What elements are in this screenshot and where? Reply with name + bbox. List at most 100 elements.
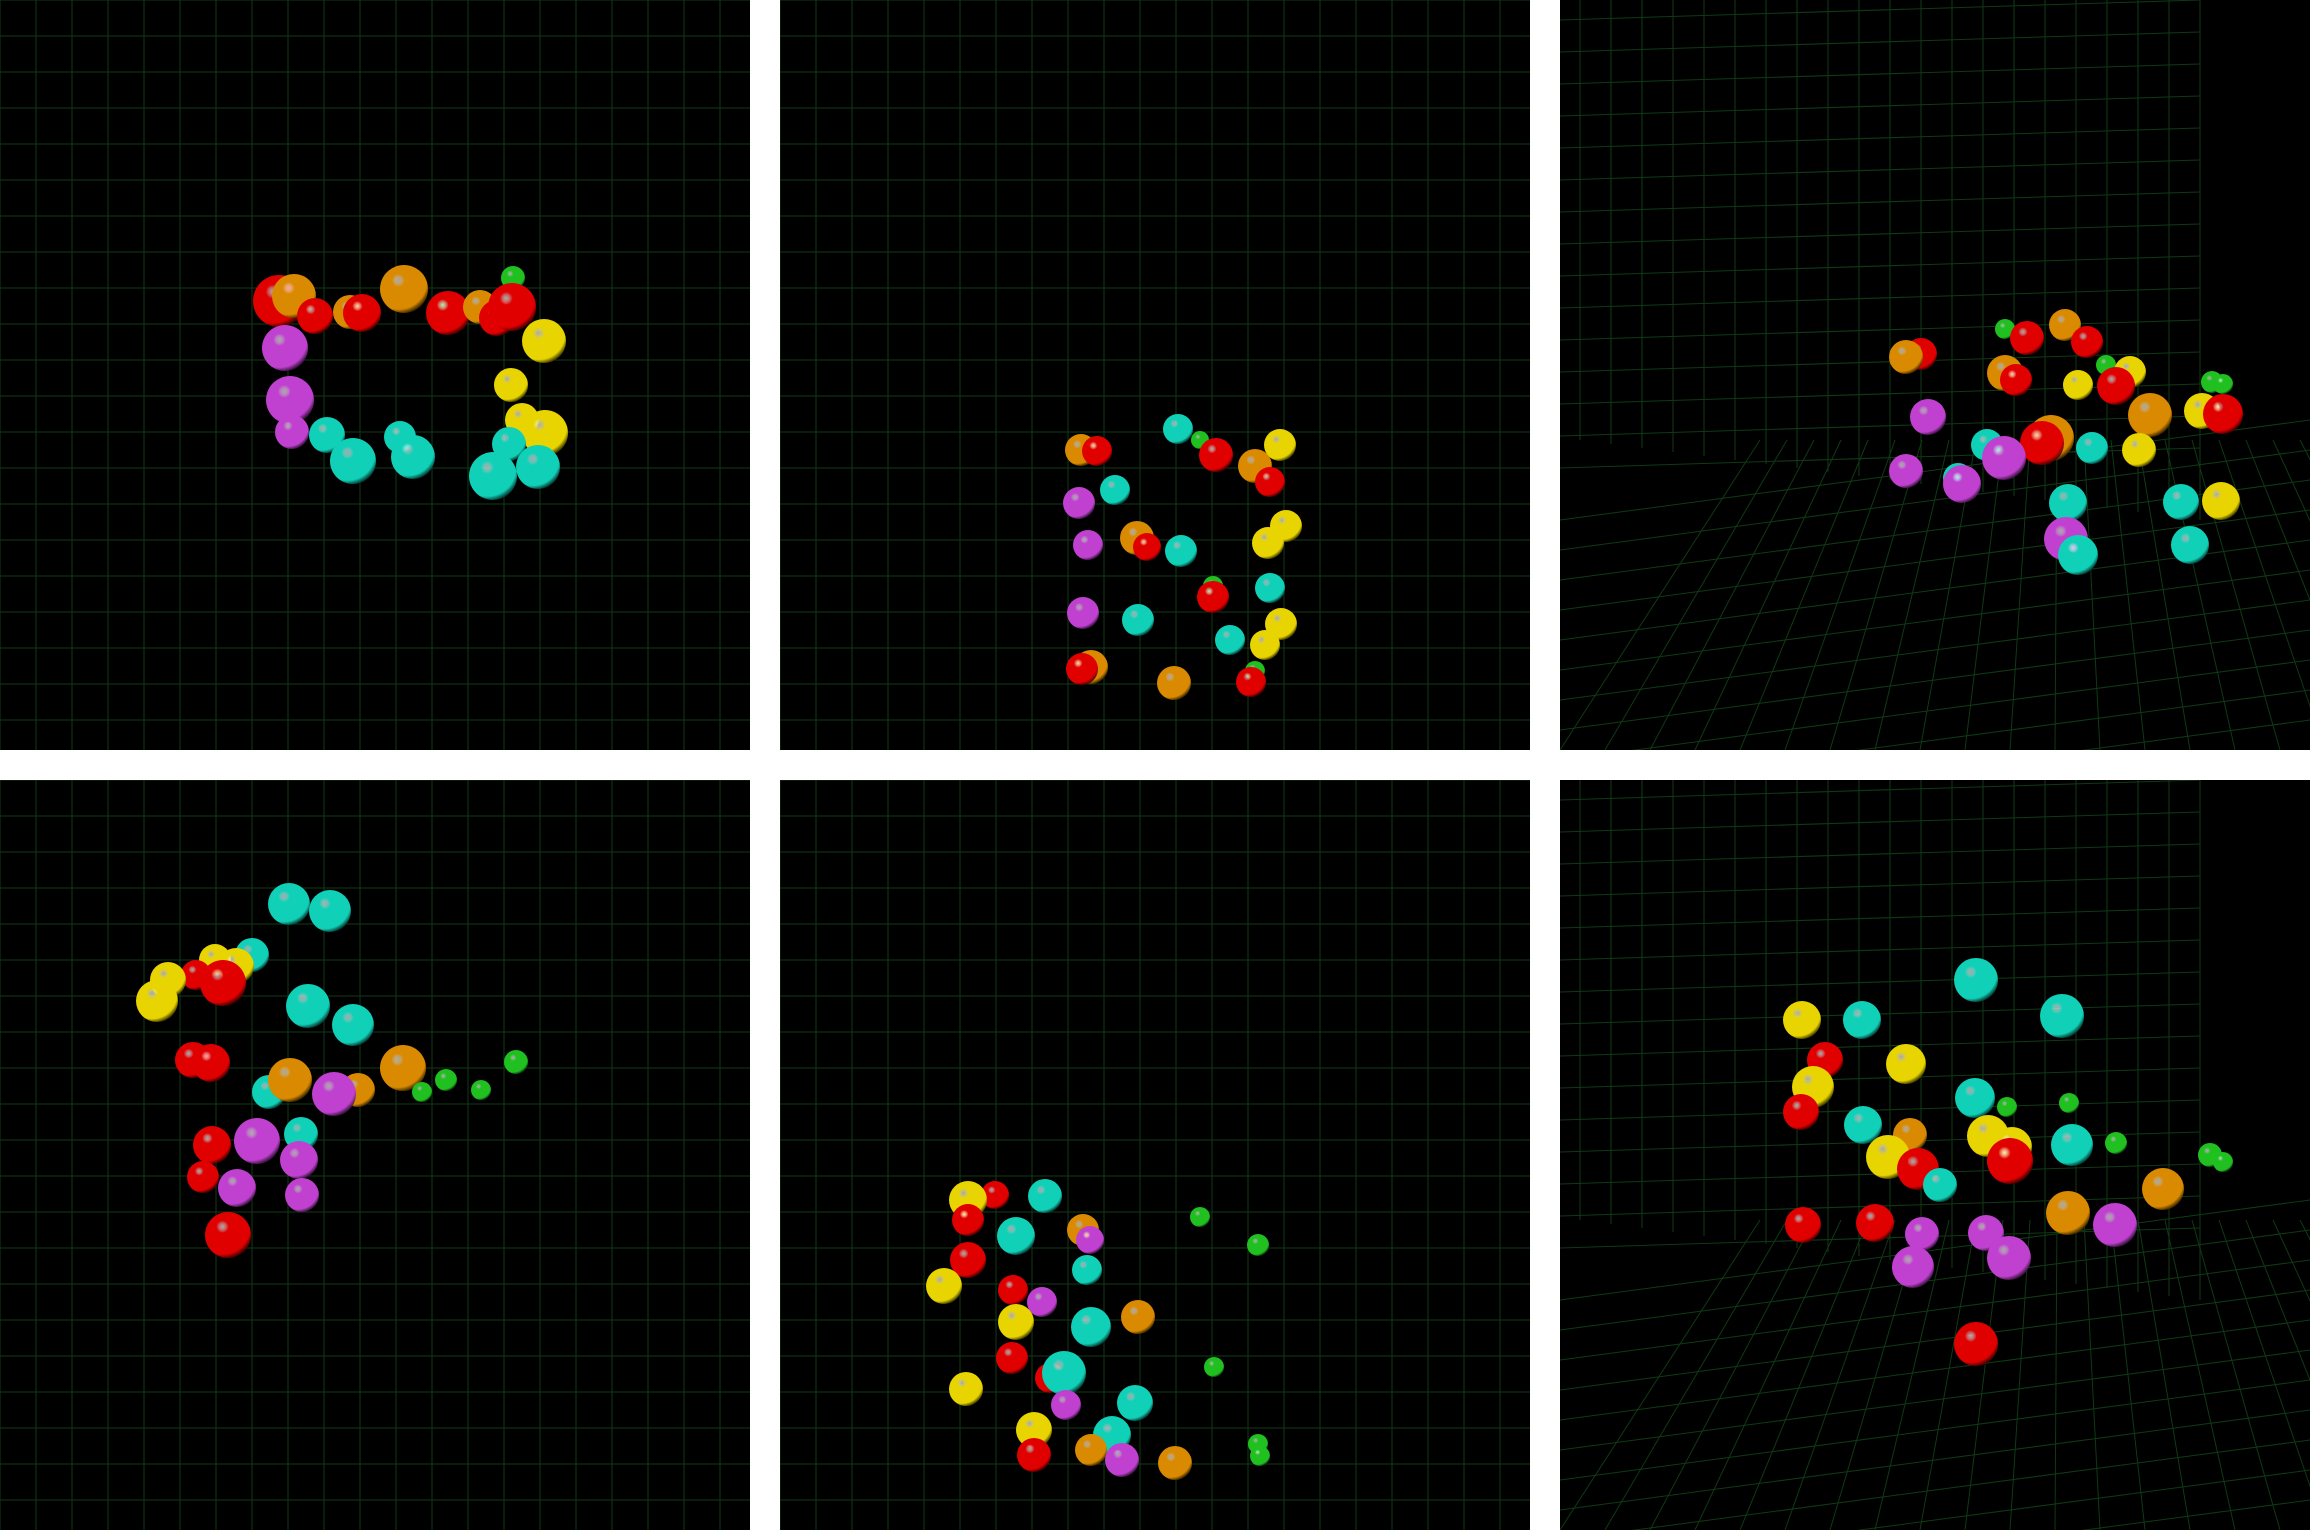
orange-sphere [1075, 1434, 1107, 1466]
cyan-sphere [286, 984, 330, 1028]
spheres [253, 265, 568, 500]
cyan-sphere [330, 438, 376, 484]
render-view-1 [0, 0, 750, 750]
red-sphere [297, 298, 333, 334]
red-sphere [1133, 533, 1161, 561]
spheres [1063, 414, 1302, 700]
red-sphere [981, 1181, 1009, 1209]
red-sphere [1255, 467, 1285, 497]
red-sphere [1017, 1438, 1051, 1472]
yellow-sphere [2202, 482, 2240, 520]
grid-lines [0, 0, 750, 750]
cyan-sphere [309, 417, 345, 453]
cyan-sphere [2163, 484, 2199, 520]
yellow-sphere [522, 319, 566, 363]
magenta-sphere [262, 325, 308, 371]
cyan-sphere [2049, 484, 2087, 522]
orange-sphere [1121, 1300, 1155, 1334]
spheres [1889, 309, 2243, 575]
scene-4 [0, 780, 750, 1530]
yellow-sphere [1264, 429, 1296, 461]
magenta-sphere [275, 415, 309, 449]
magenta-sphere [1910, 399, 1946, 435]
cyan-sphere [2076, 432, 2108, 464]
magenta-sphere [218, 1169, 256, 1207]
red-sphere [193, 1126, 231, 1164]
grid-lines [1560, 780, 2310, 1530]
magenta-sphere [1943, 465, 1981, 503]
red-sphere [200, 960, 246, 1006]
green-sphere [2213, 374, 2233, 394]
scene-5 [780, 780, 1530, 1530]
yellow-sphere [949, 1372, 983, 1406]
render-view-6 [1560, 780, 2310, 1530]
spheres [926, 1179, 1270, 1480]
cyan-sphere [1923, 1168, 1957, 1202]
magenta-sphere [1889, 454, 1923, 488]
cyan-sphere [469, 452, 517, 500]
green-sphere [2059, 1093, 2079, 1113]
scene-3 [1560, 0, 2310, 750]
cyan-sphere [309, 890, 351, 932]
magenta-sphere [1987, 1236, 2031, 1280]
cyan-sphere [2058, 535, 2098, 575]
cyan-sphere [516, 445, 560, 489]
green-sphere [1190, 1207, 1210, 1227]
grid-lines [780, 780, 1530, 1530]
render-view-5 [780, 780, 1530, 1530]
cyan-sphere [1255, 573, 1285, 603]
red-sphere [192, 1044, 230, 1082]
magenta-sphere [1905, 1217, 1939, 1251]
scene-6 [1560, 780, 2310, 1530]
red-sphere [1197, 581, 1229, 613]
green-sphere [1204, 1357, 1224, 1377]
red-sphere [998, 1275, 1028, 1305]
green-sphere [1997, 1097, 2017, 1117]
red-sphere [1987, 1138, 2033, 1184]
red-sphere [1954, 1322, 1998, 1366]
magenta-sphere [1982, 436, 2026, 480]
yellow-sphere [1886, 1044, 1926, 1084]
yellow-sphere [136, 980, 178, 1022]
red-sphere [1066, 653, 1098, 685]
yellow-sphere [2122, 433, 2156, 467]
cyan-sphere [1122, 604, 1154, 636]
red-sphere [2020, 421, 2064, 465]
red-sphere [2071, 326, 2103, 358]
cyan-sphere [1954, 958, 1998, 1002]
magenta-sphere [1073, 530, 1103, 560]
green-sphere [435, 1069, 457, 1091]
cyan-sphere [2051, 1124, 2093, 1166]
spheres [136, 883, 528, 1258]
magenta-sphere [1067, 597, 1099, 629]
cyan-sphere [1117, 1385, 1153, 1421]
cyan-sphere [1028, 1179, 1062, 1213]
magenta-sphere [1076, 1226, 1104, 1254]
cyan-sphere [1042, 1351, 1086, 1395]
red-sphere [950, 1242, 986, 1278]
green-sphere [1995, 319, 2015, 339]
grid-lines [780, 0, 1530, 750]
orange-sphere [2128, 393, 2172, 437]
red-sphere [1082, 436, 1112, 466]
red-sphere [426, 291, 470, 335]
render-view-2 [780, 0, 1530, 750]
cyan-sphere [1165, 535, 1197, 567]
red-sphere [488, 283, 536, 331]
green-sphere [2105, 1132, 2127, 1154]
yellow-sphere [1016, 1412, 1052, 1448]
green-sphere [2213, 1152, 2233, 1172]
cyan-sphere [1071, 1307, 1111, 1347]
scene-1 [0, 0, 750, 750]
red-sphere [1783, 1094, 1819, 1130]
green-sphere [412, 1082, 432, 1102]
red-sphere [343, 294, 381, 332]
red-sphere [2000, 364, 2032, 396]
orange-sphere [2046, 1191, 2090, 1235]
yellow-sphere [522, 410, 568, 456]
red-sphere [2010, 321, 2044, 355]
magenta-sphere [2093, 1203, 2137, 1247]
cyan-sphere [1215, 625, 1245, 655]
cyan-sphere [1843, 1001, 1881, 1039]
cyan-sphere [1844, 1106, 1882, 1144]
